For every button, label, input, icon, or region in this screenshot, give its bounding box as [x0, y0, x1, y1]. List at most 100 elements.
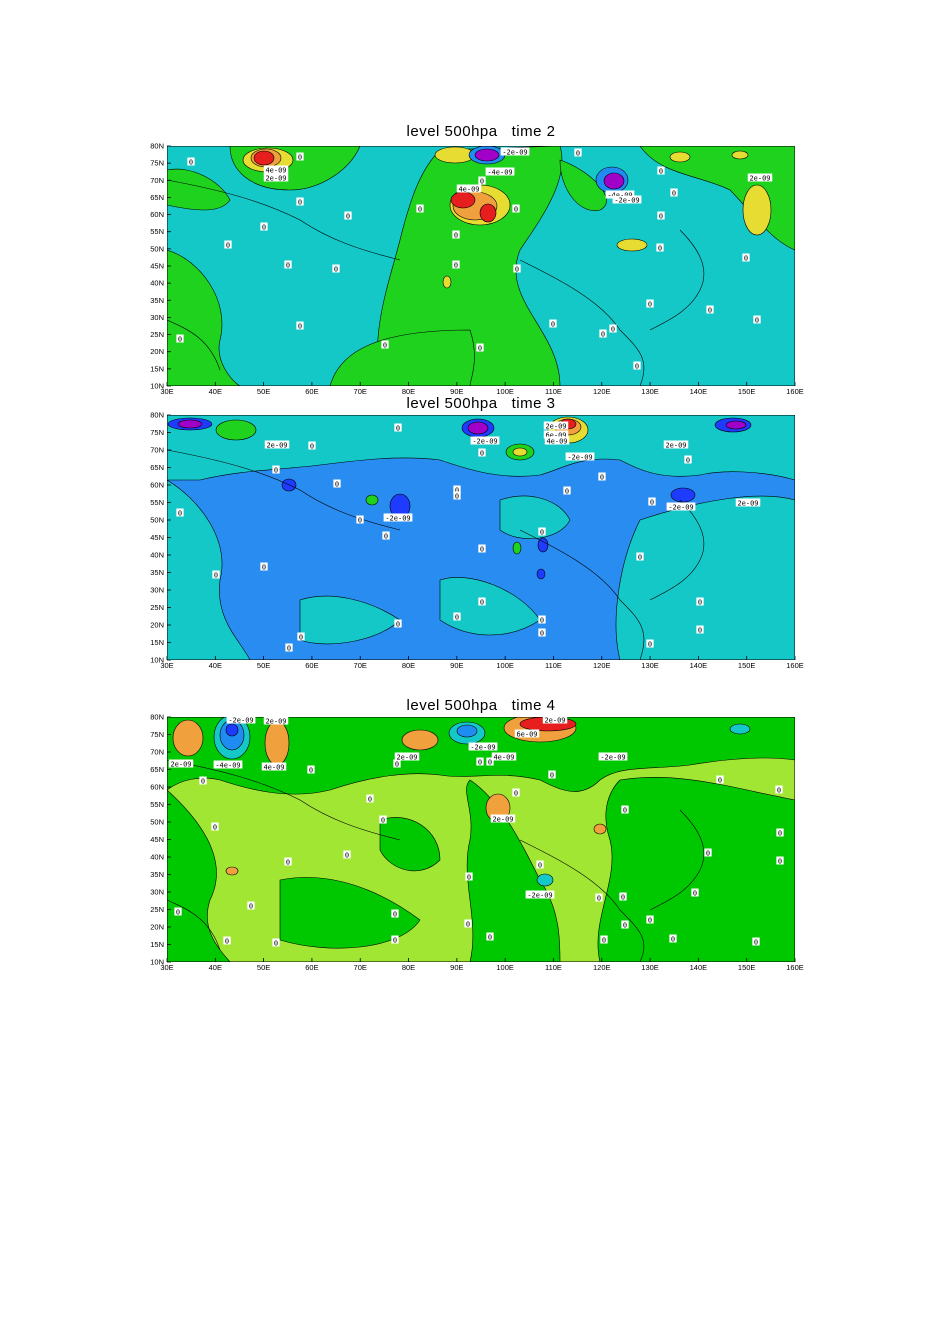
contour-label-box	[213, 760, 243, 769]
x-tick-label: 50E	[257, 387, 270, 396]
contour-label: 0	[742, 253, 750, 263]
contour-label-box	[536, 860, 544, 869]
contour-label-box	[297, 632, 305, 641]
contour-label: -4e-09	[213, 760, 243, 770]
x-tick-label: 140E	[690, 963, 708, 972]
contour-label: 0	[478, 176, 486, 186]
contour-label-text: 0	[754, 939, 758, 947]
contour-label: 0	[453, 612, 461, 622]
contour-label-box	[776, 828, 784, 837]
contour-label-box	[636, 552, 644, 561]
contour-label: 2e-09	[264, 440, 290, 450]
contour-label-text: 0	[286, 262, 290, 270]
contour-label-text: -2e-09	[668, 504, 693, 512]
contour-label-box	[199, 776, 207, 785]
contour-label-box	[485, 167, 515, 176]
contour-label: 0	[621, 805, 629, 815]
contour-label-text: 0	[597, 895, 601, 903]
contour-label-box	[366, 794, 374, 803]
x-tick-label: 140E	[690, 661, 708, 670]
contour-label-box	[543, 430, 569, 439]
y-tick-label: 80N	[150, 411, 164, 420]
contour-label-text: 0	[635, 363, 639, 371]
contour-label-text: 0	[298, 199, 302, 207]
x-tick-label: 120E	[593, 387, 611, 396]
contour-label: 0	[333, 479, 341, 489]
contour-label: 0	[536, 860, 544, 870]
contour-label: -2e-09	[666, 502, 696, 512]
contour-label-text: 0	[383, 342, 387, 350]
contour-label-box	[486, 932, 494, 941]
contour-label-text: 0	[480, 450, 484, 458]
contour-label-box	[512, 204, 520, 213]
x-tick-label: 160E	[786, 661, 804, 670]
contour-label: 2e-09	[735, 498, 761, 508]
contour-label-text: 0	[648, 301, 652, 309]
y-tick-label: 35N	[150, 568, 164, 577]
contour-label-box	[187, 157, 195, 166]
contour-label-box	[478, 448, 486, 457]
contour-label: 0	[609, 324, 617, 334]
contour-label-box	[272, 465, 280, 474]
contour-label: 0	[260, 222, 268, 232]
y-tick-label: 75N	[150, 159, 164, 168]
contour-label-text: 0	[686, 457, 690, 465]
contour-label-text: 0	[454, 232, 458, 240]
contour-label: 0	[224, 240, 232, 250]
contour-label-text: 0	[418, 206, 422, 214]
contour-label: 0	[296, 321, 304, 331]
contour-label: 0	[416, 204, 424, 214]
panel-title: level 500hpa time 3	[407, 395, 556, 412]
contour-label: -2e-09	[468, 742, 498, 752]
y-tick-label: 80N	[150, 142, 164, 151]
contour-label: 0	[284, 857, 292, 867]
x-tick-label: 100E	[496, 661, 514, 670]
contour-label-text: 0	[298, 154, 302, 162]
contour-label: 0	[775, 785, 783, 795]
contour-label-box	[538, 615, 546, 624]
y-tick-label: 40N	[150, 279, 164, 288]
contour-label: 2e-09	[542, 715, 568, 725]
contour-label-text: 2e-09	[545, 423, 566, 431]
x-tick-label: 30E	[160, 661, 173, 670]
contour-label-text: 0	[299, 634, 303, 642]
contour-label-text: 4e-09	[546, 438, 567, 446]
contour-label-box	[619, 892, 627, 901]
y-tick-label: 45N	[150, 835, 164, 844]
contour-label-box	[174, 907, 182, 916]
contour-label-text: 4e-09	[265, 167, 286, 175]
contour-label-text: 0	[213, 824, 217, 832]
contour-label-text: 0	[480, 599, 484, 607]
contour-label-box	[260, 562, 268, 571]
y-tick-label: 35N	[150, 870, 164, 879]
contour-label-text: 0	[176, 909, 180, 917]
contour-label: 0	[657, 211, 665, 221]
y-tick-label: 80N	[150, 713, 164, 722]
contour-label-text: 0	[455, 614, 459, 622]
y-tick-label: 15N	[150, 364, 164, 373]
contour-label: 0	[646, 299, 654, 309]
contour-label-text: 0	[454, 262, 458, 270]
contour-label-box	[394, 752, 420, 761]
contour-label: 0	[247, 901, 255, 911]
contour-label-text: 0	[488, 934, 492, 942]
contour-label-box	[452, 260, 460, 269]
x-tick-label: 110E	[545, 387, 562, 396]
contour-label-text: 0	[744, 255, 748, 263]
x-tick-label: 50E	[257, 963, 270, 972]
contour-label-text: 2e-09	[492, 816, 513, 824]
y-tick-label: 25N	[150, 905, 164, 914]
contour-label-box	[465, 872, 473, 881]
contour-label: 0	[538, 527, 546, 537]
y-tick-label: 20N	[150, 621, 164, 630]
contour-label-box	[476, 343, 484, 352]
contour-label: 0	[297, 632, 305, 642]
y-tick-label: 30N	[150, 586, 164, 595]
contour-label-text: 0	[708, 307, 712, 315]
contour-label-text: 0	[601, 331, 605, 339]
contour-label-text: 0	[262, 564, 266, 572]
contour-label: 0	[308, 441, 316, 451]
contour-label-text: 0	[659, 213, 663, 221]
y-tick-label: 75N	[150, 428, 164, 437]
contour-label-text: 2e-09	[396, 754, 417, 762]
